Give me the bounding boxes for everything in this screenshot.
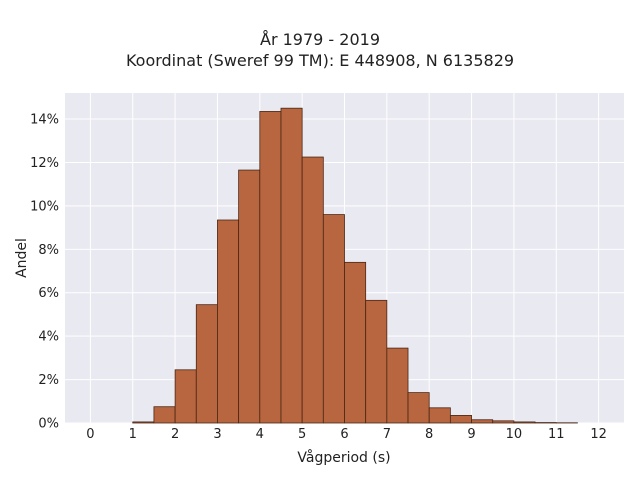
- y-axis-ticks: 0% 2% 4% 6% 8% 10% 12% 14%: [30, 113, 59, 432]
- x-tick-label: 12: [590, 427, 607, 442]
- histogram-bar: [238, 169, 261, 424]
- histogram-bar: [428, 407, 451, 424]
- histogram-bar: [513, 421, 536, 424]
- chart-title-period: År 1979 - 2019: [260, 30, 380, 49]
- histogram-bar: [386, 347, 409, 424]
- x-tick-label: 7: [383, 427, 391, 442]
- x-tick-label: 11: [548, 427, 565, 442]
- histogram-bar: [301, 156, 324, 424]
- histogram-bar: [132, 421, 155, 424]
- y-tick-label: 2%: [38, 373, 59, 388]
- x-tick-label: 4: [256, 427, 264, 442]
- histogram-bar: [217, 219, 240, 424]
- chart-title-coordinate: Koordinat (Sweref 99 TM): E 448908, N 61…: [125, 51, 515, 70]
- y-tick-label: 14%: [30, 113, 59, 128]
- histogram-bars: [132, 107, 578, 424]
- x-axis-label: Vågperiod (s): [297, 449, 390, 466]
- x-tick-label: 3: [213, 427, 221, 442]
- histogram-bar: [365, 299, 388, 424]
- y-axis-label: Andel: [14, 238, 30, 278]
- y-tick-label: 8%: [38, 243, 59, 258]
- x-axis-ticks: 0 1 2 3 4 5 6 7 8 9 10 11 12: [86, 427, 607, 442]
- histogram-bar: [174, 369, 197, 424]
- y-tick-label: 10%: [30, 199, 59, 214]
- y-tick-label: 12%: [30, 156, 59, 171]
- y-tick-label: 0%: [38, 417, 59, 432]
- x-tick-label: 2: [171, 427, 179, 442]
- histogram-bar: [280, 107, 303, 424]
- y-tick-label: 4%: [38, 330, 59, 345]
- histogram-bar: [492, 420, 515, 424]
- x-tick-label: 9: [467, 427, 475, 442]
- x-tick-label: 6: [340, 427, 348, 442]
- histogram-bar: [449, 415, 472, 424]
- x-tick-label: 0: [86, 427, 94, 442]
- histogram-bar: [344, 261, 367, 424]
- histogram-bar: [195, 304, 218, 424]
- x-tick-label: 10: [506, 427, 523, 442]
- x-tick-label: 1: [129, 427, 137, 442]
- x-tick-label: 8: [425, 427, 433, 442]
- histogram-bar: [407, 392, 430, 424]
- histogram-bar: [322, 214, 345, 424]
- x-tick-label: 5: [298, 427, 306, 442]
- y-tick-label: 6%: [38, 286, 59, 301]
- histogram-bar: [153, 406, 176, 424]
- histogram-bar: [259, 111, 282, 424]
- histogram-bar: [471, 419, 494, 424]
